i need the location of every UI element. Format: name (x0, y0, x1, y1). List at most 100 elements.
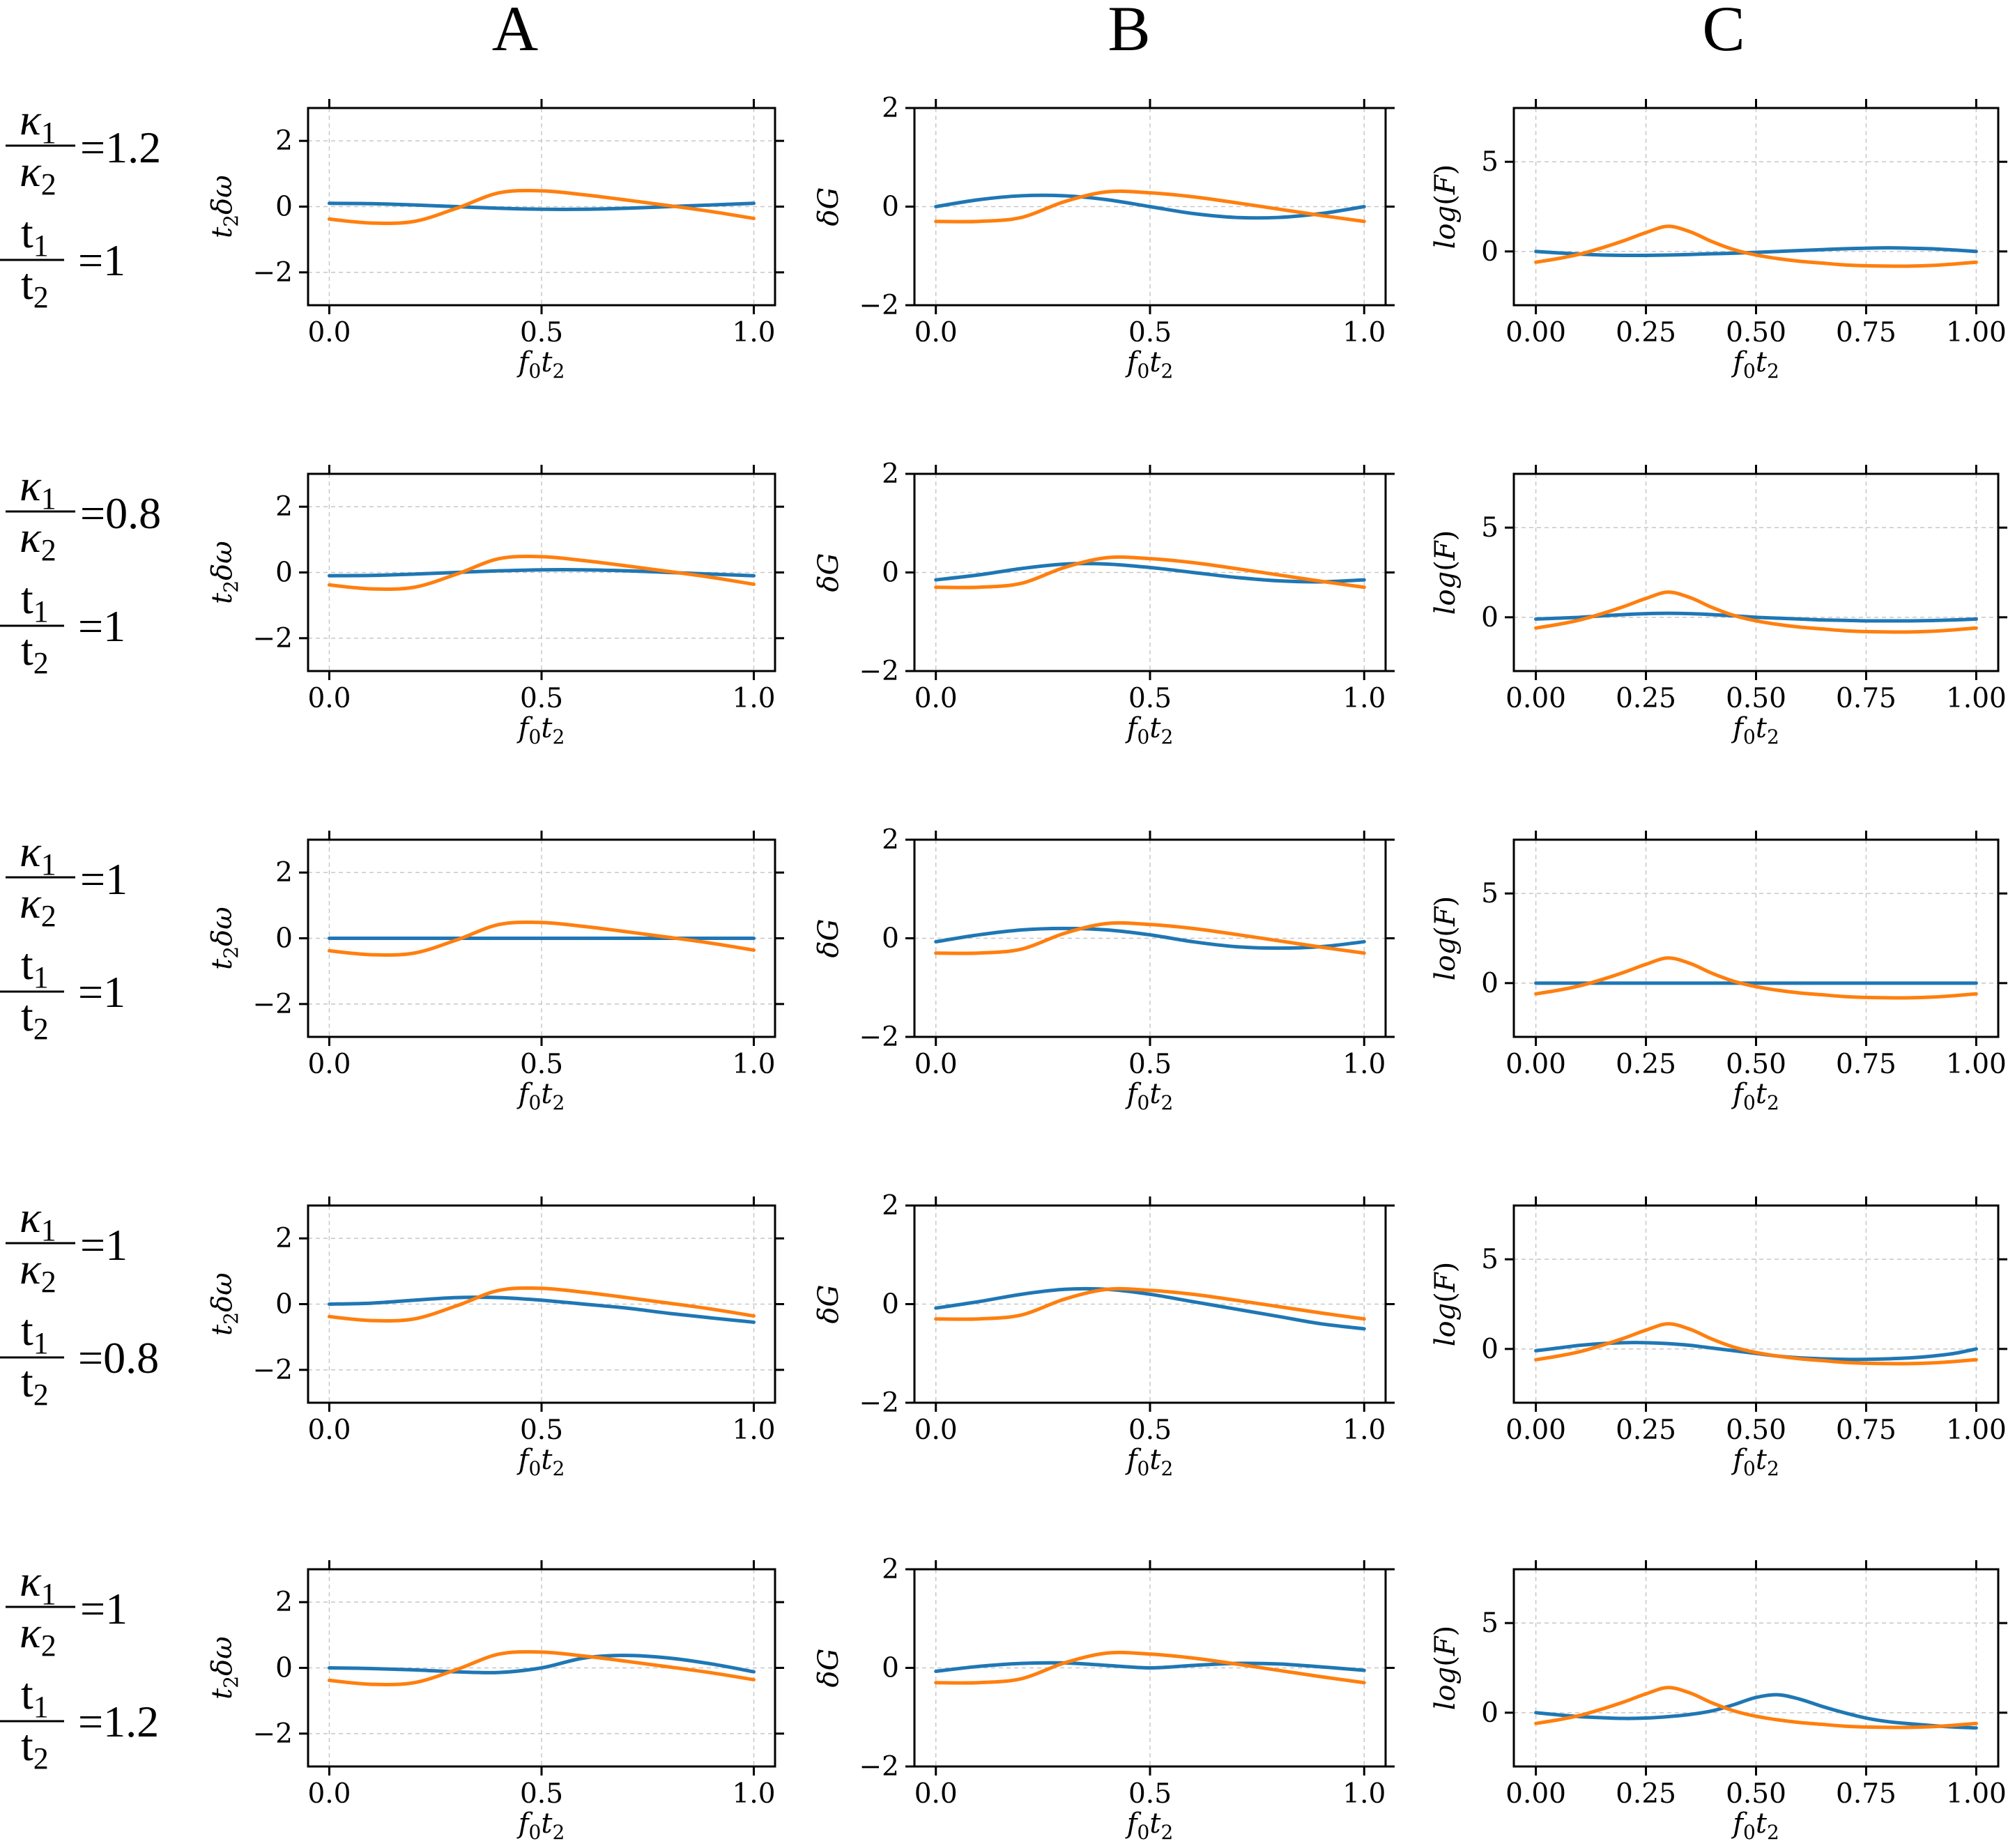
series-line-orange (1534, 1686, 1978, 1730)
y-tick-label: −2 (859, 1751, 900, 1782)
y-axis-label: log(F) (1430, 1262, 1462, 1346)
x-axis-label: f0t2 (1125, 346, 1174, 383)
panel-c-row-3: 0.00 0.25 0.50 0.75 1.00 0 5 f0t2 log(F) (1430, 831, 2007, 1114)
t-numerator: t1 (21, 1669, 49, 1724)
series-line-orange (934, 1650, 1366, 1685)
y-tick-label: 0 (882, 192, 899, 223)
t-denominator: t2 (21, 1357, 49, 1412)
x-tick-label: 0.50 (1726, 683, 1786, 714)
x-axis-label: f0t2 (516, 1808, 565, 1844)
series-line-orange (1534, 590, 1978, 634)
x-tick-label: 0.25 (1616, 1415, 1676, 1446)
y-tick-label: 2 (882, 459, 899, 490)
x-axis-label: f0t2 (1125, 1444, 1174, 1480)
y-tick-label: −2 (859, 1387, 900, 1419)
y-tick-label: −2 (253, 623, 293, 654)
x-tick-label: 0.00 (1505, 317, 1566, 348)
x-axis-label: f0t2 (1125, 712, 1174, 748)
x-tick-label: 0.25 (1616, 1778, 1676, 1810)
y-axis-label: δG (813, 1648, 845, 1687)
x-tick-label: 1.0 (733, 1049, 776, 1080)
plot-frame (1512, 107, 2000, 307)
series-line-blue (327, 1654, 756, 1674)
x-tick-label: 0.75 (1836, 317, 1896, 348)
t-ratio-value: =1 (78, 236, 125, 285)
x-tick-label: 0.5 (520, 1778, 563, 1810)
t-denominator: t2 (21, 625, 49, 680)
panel-a-row-4: 0.0 0.5 1.0 −2 0 2 f0t2 t2δω (206, 1196, 784, 1480)
x-tick-label: 0.50 (1726, 317, 1786, 348)
y-tick-label: 0 (882, 1289, 899, 1320)
row-labels: κ1κ2=1.2t1t2=1κ1κ2=0.8t1t2=1κ1κ2=1t1t2=1… (0, 95, 161, 1776)
column-title-c: C (1702, 0, 1745, 64)
x-tick-label: 0.0 (914, 317, 958, 348)
kappa-numerator: κ1 (20, 1192, 56, 1247)
x-tick-label: 1.0 (733, 317, 776, 348)
y-tick-label: 5 (1481, 1608, 1499, 1639)
y-tick-label: 0 (882, 923, 899, 955)
series-line-blue (934, 1661, 1366, 1673)
y-tick-label: 0 (275, 557, 293, 589)
plot-frame (1512, 1204, 2000, 1404)
t-denominator: t2 (21, 991, 49, 1046)
y-axis-label: t2δω (206, 1272, 243, 1336)
series-line-orange (1534, 1322, 1978, 1366)
x-tick-label: 0.0 (307, 1415, 351, 1446)
x-axis-label: f0t2 (1731, 1078, 1779, 1114)
t-ratio-value: =1.2 (78, 1697, 159, 1746)
y-axis-label: δG (813, 187, 845, 226)
kappa-ratio-value: =1 (80, 1220, 128, 1270)
t-denominator: t2 (21, 259, 49, 314)
y-tick-label: 0 (275, 1289, 293, 1320)
y-tick-label: 5 (1481, 146, 1499, 178)
panel-c-row-5: 0.00 0.25 0.50 0.75 1.00 0 5 f0t2 log(F) (1430, 1560, 2007, 1844)
x-tick-label: 0.0 (307, 1049, 351, 1080)
y-tick-label: 2 (882, 824, 899, 856)
x-tick-label: 0.5 (520, 1049, 563, 1080)
series-line-orange (934, 555, 1366, 590)
x-tick-label: 0.5 (1128, 317, 1172, 348)
kappa-ratio-value: =0.8 (80, 488, 161, 538)
y-axis-label: log(F) (1430, 896, 1462, 980)
panel-b-row-1: 0.0 0.5 1.0 −2 0 2 f0t2 δG (813, 93, 1395, 383)
y-tick-label: 2 (275, 125, 293, 157)
series-line-orange (327, 1649, 756, 1687)
column-titles: A B C (492, 0, 1745, 64)
x-axis-label: f0t2 (516, 712, 565, 748)
x-tick-label: 1.00 (1946, 1415, 2007, 1446)
panel-b-row-4: 0.0 0.5 1.0 −2 0 2 f0t2 δG (813, 1190, 1395, 1480)
x-axis-label: f0t2 (1731, 1808, 1779, 1844)
x-tick-label: 0.0 (307, 317, 351, 348)
series-line-blue (934, 1286, 1366, 1331)
column-title-b: B (1108, 0, 1150, 64)
kappa-numerator: κ1 (20, 461, 56, 516)
x-tick-label: 1.0 (1342, 317, 1386, 348)
y-axis-label: log(F) (1430, 1626, 1462, 1710)
x-axis-label: f0t2 (1125, 1078, 1174, 1114)
x-tick-label: 0.75 (1836, 1049, 1896, 1080)
panel-c-row-4: 0.00 0.25 0.50 0.75 1.00 0 5 f0t2 log(F) (1430, 1196, 2007, 1480)
y-tick-label: −2 (859, 1022, 900, 1053)
y-tick-label: −2 (859, 290, 900, 321)
x-axis-label: f0t2 (516, 1078, 565, 1114)
y-tick-label: 0 (1481, 236, 1499, 268)
x-axis-label: f0t2 (1125, 1808, 1174, 1844)
series-line-blue (934, 562, 1366, 584)
y-axis-label: δG (813, 1284, 845, 1323)
t-ratio-value: =0.8 (78, 1333, 159, 1383)
x-tick-label: 0.25 (1616, 683, 1676, 714)
y-tick-label: 0 (1481, 1334, 1499, 1365)
x-tick-label: 1.0 (733, 1778, 776, 1810)
y-tick-label: 5 (1481, 878, 1499, 909)
y-tick-label: −2 (253, 1355, 293, 1386)
x-tick-label: 1.0 (1342, 1415, 1386, 1446)
series-line-orange (1534, 224, 1978, 268)
kappa-numerator: κ1 (20, 826, 56, 881)
x-axis-label: f0t2 (1731, 1444, 1779, 1480)
x-tick-label: 1.00 (1946, 317, 2007, 348)
t-ratio-value: =1 (78, 967, 125, 1017)
kappa-ratio-value: =1 (80, 1584, 128, 1633)
x-tick-label: 0.0 (914, 683, 958, 714)
